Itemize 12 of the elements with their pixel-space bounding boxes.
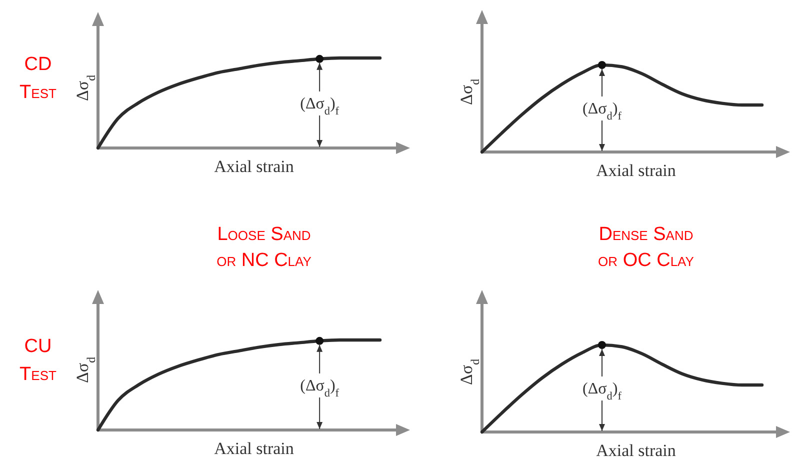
chart-title: Loose Sand or NC Clay <box>216 224 312 271</box>
chart-title: Dense Sand or OC Clay <box>598 224 694 271</box>
text: CU Test <box>20 336 56 385</box>
annotation: (Δσ$_{d}$)$_{f}$ <box>300 95 340 118</box>
annotation: (Δσ$_{d}$)$_{f}$ <box>300 377 340 400</box>
x-axis-title: Axial strain <box>214 157 294 176</box>
text: CD Test <box>20 54 56 103</box>
x-axis-title: Axial strain <box>596 441 676 460</box>
annotation: (Δσ$_{d}$)$_{f}$ <box>582 380 622 402</box>
x-axis-title: Axial strain <box>596 161 676 180</box>
x-axis-title: Axial strain <box>214 439 294 458</box>
annotation: (Δσ$_{d}$)$_{f}$ <box>582 100 622 122</box>
